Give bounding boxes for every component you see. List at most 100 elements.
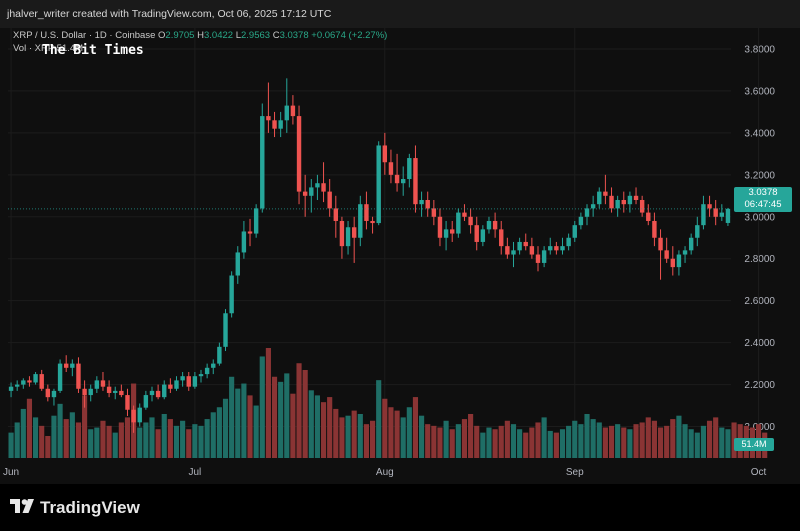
candle-body [204, 367, 210, 375]
candle-body [119, 390, 124, 396]
attribution-text: jhalver_writer created with TradingView.… [7, 8, 332, 20]
volume-bar [615, 424, 621, 458]
volume-bar [547, 430, 553, 458]
volume-bar [572, 420, 578, 458]
volume-bar [529, 427, 535, 458]
volume-bar [124, 417, 131, 458]
volume-bar [431, 425, 437, 458]
y-tick-label: 2.6000 [744, 296, 775, 307]
candle-body [284, 105, 289, 121]
candle-body [646, 212, 651, 221]
candle-body [296, 116, 302, 192]
candle-body [162, 384, 167, 398]
volume-bar [173, 425, 180, 458]
open-value: 2.9705 [165, 30, 195, 41]
volume-bar [222, 398, 229, 458]
candle-body [186, 376, 191, 387]
volume-bar [419, 415, 425, 458]
volume-bar [186, 429, 192, 458]
candle-body [535, 254, 541, 263]
candle-body [578, 216, 584, 226]
last-price: 3.0378 [748, 187, 778, 198]
high-value: 3.0422 [203, 30, 234, 41]
tradingview-logo-icon [10, 498, 34, 518]
volume-bar [253, 405, 259, 458]
volume-legend-value: 51.4M [56, 43, 84, 54]
candle-body [443, 229, 449, 238]
candle-body [492, 220, 498, 230]
volume-bar [394, 410, 400, 458]
volume-bar [112, 432, 118, 458]
volume-bar [504, 420, 510, 458]
candle-body [658, 237, 663, 251]
candle-body [88, 388, 93, 396]
volume-bar [32, 417, 39, 458]
candle-body [339, 220, 345, 247]
volume-bar [82, 395, 88, 458]
volume-bar [700, 425, 707, 458]
y-tick-label: 3.0000 [744, 212, 775, 223]
candle-body [597, 191, 602, 205]
volume-bar [100, 420, 106, 458]
volume-bar [216, 407, 222, 458]
candle-body [302, 191, 308, 196]
candle-body [382, 145, 388, 163]
volume-bar [180, 420, 186, 458]
volume-bar [584, 414, 590, 458]
y-tick-label: 2.8000 [744, 254, 775, 265]
close-value: 3.0378 [279, 30, 309, 41]
volume-bar [241, 383, 247, 458]
candle-body [8, 386, 14, 391]
volume-bar [553, 432, 559, 458]
candle-body [76, 363, 81, 389]
candle-body [394, 174, 400, 184]
candle-body [70, 363, 75, 368]
candle-body [425, 200, 430, 209]
candle-body [572, 225, 577, 238]
volume-bar [657, 427, 664, 458]
volume-bar [449, 429, 455, 458]
volume-bar [461, 419, 468, 458]
volume-bar [474, 425, 480, 458]
candle-body [627, 195, 633, 205]
volume-bar [492, 429, 498, 458]
candle-body [633, 195, 639, 200]
volume-bar [229, 376, 235, 458]
volume-bar [94, 427, 100, 458]
volume-bar [271, 376, 278, 458]
volume-bar [284, 373, 290, 458]
candle-body [149, 390, 155, 396]
tradingview-logo-text: TradingView [40, 498, 140, 517]
candle-body [511, 250, 516, 255]
candle-body [217, 346, 222, 364]
volume-bar [382, 398, 388, 458]
candle-body [713, 208, 718, 217]
volume-bar [345, 415, 351, 458]
candle-body [609, 195, 614, 209]
candle-body [64, 363, 69, 368]
symbol-name: XRP / U.S. Dollar · 1D · Coinbase [13, 30, 156, 41]
candlestick-chart[interactable]: 3.8000 3.6000 3.4000 3.2000 3.0000 2.8000 2.60… [0, 28, 800, 484]
candle-body [688, 237, 694, 251]
volume-bar [247, 395, 253, 458]
candle-body [462, 212, 467, 217]
volume-bar [8, 432, 14, 458]
volume-bar [388, 407, 394, 458]
volume-bar [559, 429, 566, 458]
volume-bar [235, 388, 241, 458]
volume-bar [455, 424, 461, 458]
volume-bar [719, 427, 725, 458]
candle-body [168, 384, 173, 389]
candle-body [131, 409, 136, 423]
candle-body [719, 212, 725, 217]
volume-bar [155, 429, 161, 458]
volume-bar [725, 429, 731, 458]
candle-body [106, 386, 112, 393]
volume-bar [88, 429, 94, 458]
volume-bar [566, 425, 572, 458]
volume-bar [670, 419, 676, 458]
candle-body [529, 246, 535, 255]
candle-body [21, 380, 26, 385]
candle-body [584, 208, 590, 217]
candle-body [82, 388, 87, 396]
